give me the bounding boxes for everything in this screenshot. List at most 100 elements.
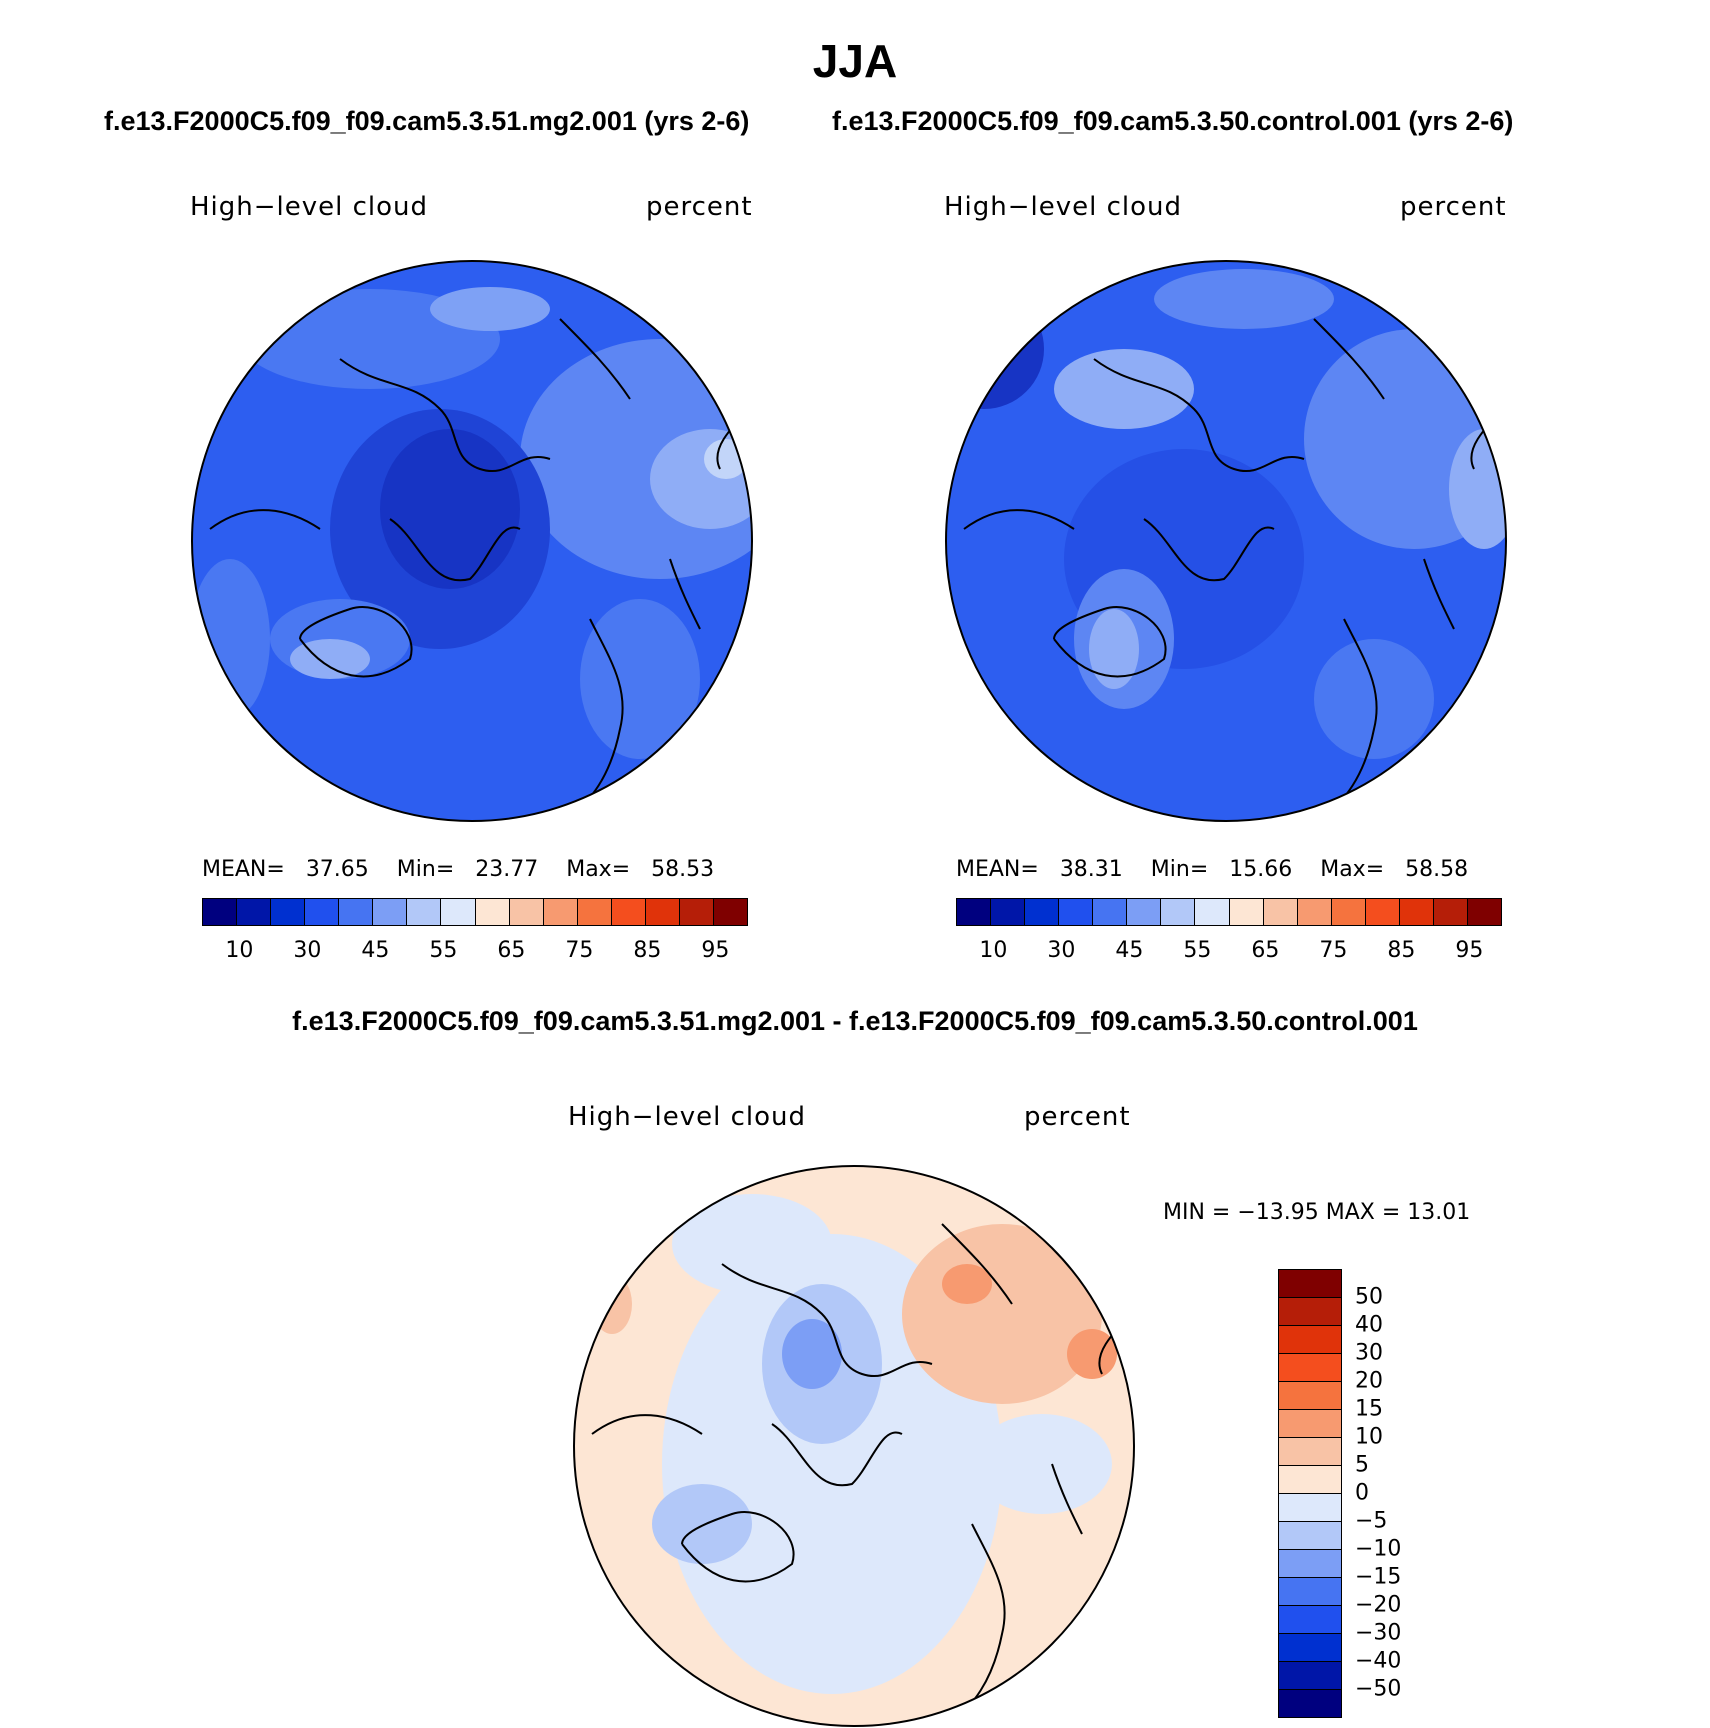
diff-colorbar-swatch <box>1279 1270 1341 1298</box>
diff-colorbar-swatch <box>1279 1298 1341 1326</box>
colorbar-tick-label: 75 <box>1319 938 1348 963</box>
colorbar-swatch <box>1229 899 1264 925</box>
colorbar-tick-label: 10 <box>225 938 254 963</box>
diff-field-patch <box>1067 1329 1117 1379</box>
diff-colorbar-swatch <box>1279 1690 1341 1717</box>
diff-field-patch <box>972 1414 1112 1514</box>
panel2-field-patch <box>1154 269 1334 329</box>
diff-colorbar-tick-label: 20 <box>1355 1368 1383 1394</box>
diff-colorbar-tick-label: 30 <box>1355 1340 1383 1366</box>
diff-field-patch <box>902 1224 1102 1404</box>
panel2-mean-value: 38.31 <box>1059 857 1123 882</box>
diff-colorbar-tick-label: −30 <box>1355 1620 1402 1646</box>
panel2-field-patch <box>1054 349 1194 429</box>
panel1-field-patch <box>290 639 370 679</box>
diff-field-patch <box>652 1484 752 1564</box>
main-title: JJA <box>812 35 898 87</box>
diff-colorbar-tick-label: −40 <box>1355 1648 1402 1674</box>
case2-title: f.e13.F2000C5.f09_f09.cam5.3.50.control.… <box>832 106 1514 136</box>
diff-colorbar-swatch <box>1279 1382 1341 1410</box>
diff-field-patch <box>672 1194 832 1294</box>
panel2-field-patch <box>1314 639 1434 759</box>
colorbar-swatch <box>237 899 272 925</box>
colorbar-tick-label: 65 <box>497 938 526 963</box>
colorbar-tick-label: 10 <box>979 938 1008 963</box>
colorbar-swatch <box>1365 899 1400 925</box>
panel2-stats: MEAN= 38.31 Min= 15.66 Max= 58.58 <box>956 857 1468 882</box>
colorbar-tick-label: 95 <box>1455 938 1484 963</box>
panel2-min-label: Min= <box>1150 857 1209 882</box>
panel2-variable-label: High−level cloud <box>944 192 1183 222</box>
colorbar-tick-label: 55 <box>1183 938 1212 963</box>
colorbar-swatch <box>543 899 578 925</box>
panel1-mean-value: 37.65 <box>305 857 369 882</box>
diff-colorbar-swatch <box>1279 1466 1341 1494</box>
diff-colorbar-swatch <box>1279 1438 1341 1466</box>
diff-colorbar <box>1278 1269 1342 1718</box>
panel1-max-value: 58.53 <box>651 857 715 882</box>
panel1-colorbar <box>202 898 748 926</box>
diff-colorbar-tick-label: 10 <box>1355 1424 1383 1450</box>
panel2-field-patch <box>946 289 1044 409</box>
colorbar-swatch <box>1467 899 1501 925</box>
colorbar-swatch <box>1399 899 1434 925</box>
diff-colorbar-swatch <box>1279 1634 1341 1662</box>
colorbar-swatch <box>577 899 612 925</box>
colorbar-tick-label: 85 <box>1387 938 1416 963</box>
panel1-field-patch <box>704 439 748 479</box>
colorbar-swatch <box>1263 899 1298 925</box>
diff-colorbar-swatch <box>1279 1606 1341 1634</box>
colorbar-tick-label: 75 <box>565 938 594 963</box>
diff-colorbar-swatch <box>1279 1494 1341 1522</box>
panel1-field-patch <box>580 599 700 759</box>
colorbar-swatch <box>1127 899 1162 925</box>
panel1-field-patch <box>380 429 520 589</box>
panel2-coastline <box>963 318 1505 820</box>
colorbar-tick-label: 45 <box>361 938 390 963</box>
panel1-coastline <box>209 318 751 820</box>
diff-colorbar-tick-label: 50 <box>1355 1284 1383 1310</box>
colorbar-tick-label: 30 <box>293 938 322 963</box>
panel1-field-patch <box>430 287 550 331</box>
diff-colorbar-swatch <box>1279 1354 1341 1382</box>
diff-colorbar-tick-label: 40 <box>1355 1312 1383 1338</box>
colorbar-tick-label: 45 <box>1115 938 1144 963</box>
colorbar-swatch <box>407 899 442 925</box>
panel2-field-patch <box>1089 609 1139 689</box>
diff-title: f.e13.F2000C5.f09_f09.cam5.3.51.mg2.001 … <box>292 1006 1418 1036</box>
colorbar-swatch <box>305 899 340 925</box>
panel1-polar-map <box>191 260 753 822</box>
panel2-field-patch <box>1449 429 1506 549</box>
panel2-polar-map <box>945 260 1507 822</box>
diff-colorbar-swatch <box>1279 1522 1341 1550</box>
colorbar-swatch <box>373 899 408 925</box>
panel1-mean-label: MEAN= <box>202 857 285 882</box>
diff-coastline <box>591 1223 1133 1725</box>
colorbar-tick-label: 85 <box>633 938 662 963</box>
diff-colorbar-swatch <box>1279 1326 1341 1354</box>
diff-colorbar-tick-label: 5 <box>1355 1452 1369 1478</box>
colorbar-swatch <box>1025 899 1060 925</box>
colorbar-swatch <box>271 899 306 925</box>
colorbar-tick-label: 55 <box>429 938 458 963</box>
diff-colorbar-swatch <box>1279 1550 1341 1578</box>
diff-field-patch <box>782 1319 842 1389</box>
colorbar-swatch <box>339 899 374 925</box>
colorbar-swatch <box>991 899 1026 925</box>
diff-colorbar-tick-label: 15 <box>1355 1396 1383 1422</box>
diff-polar-map <box>573 1165 1135 1727</box>
panel2-max-value: 58.58 <box>1405 857 1469 882</box>
colorbar-swatch <box>1331 899 1366 925</box>
colorbar-swatch <box>957 899 992 925</box>
diff-colorbar-tick-label: −15 <box>1355 1564 1402 1590</box>
colorbar-swatch <box>679 899 714 925</box>
colorbar-swatch <box>611 899 646 925</box>
panel1-units-label: percent <box>646 192 753 222</box>
colorbar-swatch <box>509 899 544 925</box>
panel1-min-value: 23.77 <box>475 857 539 882</box>
diff-colorbar-swatch <box>1279 1662 1341 1690</box>
colorbar-swatch <box>713 899 747 925</box>
panel2-max-label: Max= <box>1320 857 1385 882</box>
colorbar-swatch <box>1433 899 1468 925</box>
diff-colorbar-tick-label: −10 <box>1355 1536 1402 1562</box>
